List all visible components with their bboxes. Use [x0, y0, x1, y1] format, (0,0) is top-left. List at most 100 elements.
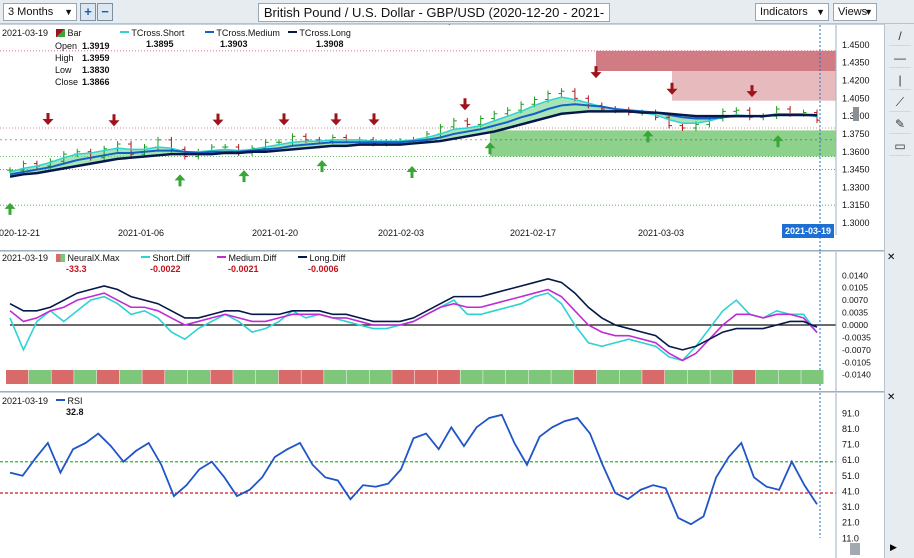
- neuralx-block: [778, 370, 801, 384]
- neuralx-block: [733, 370, 756, 384]
- close-pane-icon[interactable]: ✕: [887, 392, 896, 403]
- long-diff-label: Long.Diff: [309, 253, 346, 263]
- long-diff-legend: Long.Diff: [298, 253, 345, 263]
- rsi-date-label: 2021-03-19: [2, 396, 49, 406]
- neuralx-block: [687, 370, 710, 384]
- views-select[interactable]: Views ▼: [833, 3, 877, 21]
- rsi-y-tick: 61.0: [842, 455, 860, 465]
- down-arrow-icon: [212, 113, 224, 126]
- neuralx-value: -33.3: [66, 264, 87, 274]
- neural-y-tick: -0.0070: [842, 345, 871, 355]
- rsi-y-tick: 71.0: [842, 440, 860, 450]
- short-diff-line: [9, 292, 818, 362]
- line-swatch-icon: [298, 256, 307, 258]
- neuralx-block: [346, 370, 370, 384]
- price-x-tick: 2020-12-21: [0, 228, 40, 238]
- ohlc-label: Low: [55, 65, 72, 75]
- neuralx-block: [483, 370, 506, 384]
- rsi-chart: 91.0 81.0 71.0 61.0 51.0 41.0 31.0 21.0 11.0: [0, 393, 860, 558]
- medium-diff-line: [9, 288, 818, 362]
- down-arrow-icon: [330, 113, 342, 126]
- tcross-long-line: [9, 110, 818, 178]
- tcross-medium-label: TCross.Medium: [216, 28, 280, 38]
- rectangle-tool[interactable]: ▭: [889, 136, 911, 156]
- chevron-down-icon: ▼: [864, 7, 873, 17]
- neuralx-block: [278, 370, 301, 384]
- bar-swatch-icon: [56, 254, 65, 262]
- tcross-short-line: [9, 96, 818, 173]
- rsi-pane[interactable]: 91.0 81.0 71.0 61.0 51.0 41.0 31.0 21.0 11.0 202…: [0, 393, 884, 558]
- scroll-thumb[interactable]: [850, 543, 860, 555]
- price-x-tick: 2021-01-06: [118, 228, 164, 238]
- zoom-out-button[interactable]: −: [97, 3, 113, 21]
- long-diff-line: [9, 278, 818, 351]
- tcross-short-legend: TCross.Short: [120, 28, 184, 38]
- neuralx-block: [255, 370, 279, 384]
- neural-pane[interactable]: 0.0140 0.0105 0.0070 0.0035 0.0000 -0.0035 -0.…: [0, 252, 884, 392]
- ray-tool[interactable]: ⟋: [889, 92, 911, 112]
- ohlc-label: Close: [55, 77, 79, 87]
- price-y-tick: 1.4050: [842, 93, 870, 103]
- rsi-y-tick: 11.0: [842, 533, 859, 543]
- neuralx-block: [505, 370, 529, 384]
- neuralx-block: [755, 370, 779, 384]
- rsi-y-tick: 81.0: [842, 424, 860, 434]
- period-select[interactable]: 3 Months ▼: [3, 3, 77, 21]
- chart-title: British Pound / U.S. Dollar - GBP/USD (2…: [258, 3, 610, 37]
- down-arrow-icon: [590, 66, 602, 79]
- vertical-line-tool[interactable]: |: [889, 70, 911, 90]
- medium-diff-legend: Medium.Diff: [217, 253, 276, 263]
- up-arrow-icon: [642, 130, 654, 143]
- price-y-tick: 1.4350: [842, 58, 870, 68]
- price-x-tick: 2021-01-20: [252, 228, 298, 238]
- ohlc-value: 1.3919: [82, 41, 110, 51]
- up-arrow-icon: [772, 135, 784, 148]
- ohlc-value: 1.3830: [82, 65, 110, 75]
- neural-y-tick: -0.0140: [842, 370, 871, 380]
- down-arrow-icon: [666, 82, 678, 95]
- bar-swatch-icon: [56, 29, 65, 37]
- ohlc-row-low: Low 1.3830: [55, 64, 110, 76]
- bar-legend-label: Bar: [67, 28, 82, 38]
- neural-date-label: 2021-03-19: [2, 253, 49, 263]
- price-y-tick: 1.3300: [842, 182, 870, 192]
- up-arrow-icon: [406, 166, 418, 178]
- ohlc-label: Open: [55, 41, 78, 51]
- down-arrow-icon: [278, 113, 290, 126]
- neuralx-block: [596, 370, 619, 384]
- price-x-tick: 2021-02-17: [510, 228, 556, 238]
- line-swatch-icon: [56, 399, 65, 401]
- current-date-badge: 2021-03-19: [782, 224, 835, 238]
- up-arrow-icon: [316, 160, 328, 173]
- trend-line-tool[interactable]: /: [889, 26, 911, 46]
- price-y-tick: 1.3750: [842, 129, 870, 139]
- neuralx-block: [119, 370, 142, 384]
- ohlc-value: 1.3959: [82, 53, 110, 63]
- rsi-y-tick: 41.0: [842, 486, 860, 496]
- scroll-right-icon[interactable]: ▶: [890, 542, 897, 552]
- toolbar: 3 Months ▼ + − British Pound / U.S. Doll…: [0, 0, 914, 37]
- neuralx-block: [801, 370, 824, 384]
- neuralx-block: [642, 370, 665, 384]
- indicators-select[interactable]: Indicators ▼: [755, 3, 829, 21]
- tcross-medium-legend: TCross.Medium: [205, 28, 280, 38]
- horizontal-line-tool[interactable]: —: [889, 48, 911, 68]
- line-swatch-icon: [217, 256, 226, 258]
- neuralx-block: [664, 370, 688, 384]
- price-y-tick: 1.3150: [842, 200, 870, 210]
- price-pane[interactable]: 1.45001.43501.42001.40501.39001.37501.36…: [0, 25, 884, 251]
- neuralx-block: [165, 370, 188, 384]
- tcross-long-label: TCross.Long: [299, 28, 351, 38]
- close-pane-icon[interactable]: ✕: [887, 252, 896, 263]
- price-y-tick: 1.4200: [842, 76, 870, 86]
- neuralx-legend: NeuralX.Max: [56, 253, 120, 263]
- pen-tool[interactable]: ✎: [889, 114, 911, 134]
- price-date-label: 2021-03-19: [2, 28, 49, 38]
- up-arrow-icon: [4, 202, 16, 215]
- neuralx-block: [437, 370, 460, 384]
- ohlc-row-open: Open 1.3919: [55, 40, 110, 52]
- ohlc-label: High: [55, 53, 74, 63]
- medium-diff-value: -0.0021: [228, 264, 259, 274]
- zoom-in-button[interactable]: +: [80, 3, 96, 21]
- price-y-tick: 1.3450: [842, 165, 870, 175]
